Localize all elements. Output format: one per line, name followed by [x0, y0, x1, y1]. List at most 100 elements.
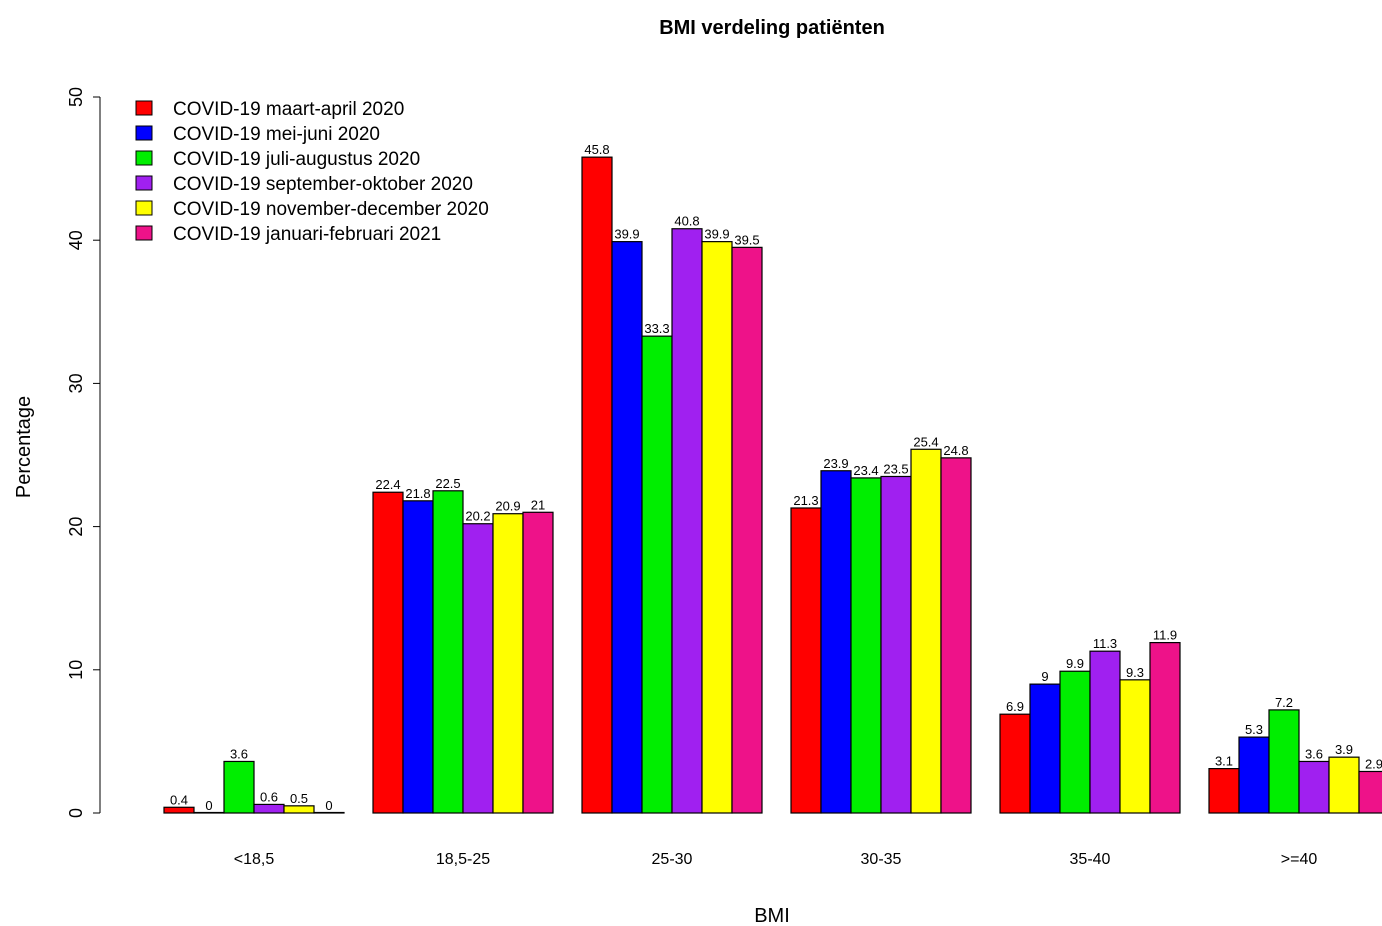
bar-value-label: 23.9 [823, 456, 848, 471]
bar [671, 228, 703, 814]
bar-value-label: 11.9 [1153, 628, 1177, 643]
bar-value-label: 3.6 [230, 746, 248, 761]
bar [1358, 770, 1382, 814]
bar [581, 156, 613, 814]
bar-value-label: 3.1 [1215, 754, 1233, 769]
bars [163, 156, 1382, 814]
legend: COVID-19 maart-april 2020 COVID-19 mei-ju… [135, 99, 489, 245]
bar [522, 511, 554, 814]
y-tick-label: 30 [66, 373, 86, 393]
bar [253, 803, 285, 814]
bar-value-label: 11.3 [1093, 636, 1117, 651]
bar-value-label: 0 [325, 798, 332, 813]
bar-value-label: 7.2 [1275, 695, 1293, 710]
bar-value-label: 3.6 [1305, 746, 1323, 761]
category-label: >=40 [1281, 851, 1318, 868]
bar-value-label: 39.9 [614, 227, 639, 242]
category-label: 35-40 [1070, 851, 1111, 868]
bar-value-label: 0 [205, 798, 212, 813]
bar [1208, 768, 1240, 814]
bar-value-label: 22.4 [375, 477, 400, 492]
bar [1298, 760, 1330, 814]
bar-value-label: 20.9 [495, 499, 520, 514]
value-labels: 0.4 0 3.6 0.6 0.5 0 22.4 21.8 22.5 20.2 20.9 21 45.8… [170, 142, 1382, 813]
bar-value-label: 45.8 [584, 142, 609, 157]
legend-label: COVID-19 maart-april 2020 [173, 99, 404, 120]
y-tick-label: 40 [66, 230, 86, 250]
bar-value-label: 6.9 [1006, 699, 1024, 714]
legend-swatch [135, 150, 153, 166]
bar-value-label: 9.9 [1066, 656, 1084, 671]
y-axis: 0 10 20 30 40 50 [66, 87, 100, 818]
bar [820, 470, 852, 814]
bar-value-label: 5.3 [1245, 722, 1263, 737]
bar [701, 241, 733, 814]
bar [1059, 670, 1091, 814]
bar [1328, 756, 1360, 814]
bar [910, 448, 942, 814]
bar-value-label: 9.3 [1126, 665, 1144, 680]
bar-value-label: 2.9 [1365, 756, 1382, 771]
bar-value-label: 21.8 [405, 486, 430, 501]
bar-value-label: 39.5 [734, 232, 759, 247]
category-label: 30-35 [861, 851, 902, 868]
bar [731, 246, 763, 814]
y-tick-label: 10 [66, 660, 86, 680]
bar-value-label: 23.4 [853, 463, 878, 478]
bar [372, 491, 404, 814]
chart-title: BMI verdeling patiënten [659, 17, 885, 39]
category-labels: <18,5 18,5-25 25-30 30-35 35-40 >=40 [234, 851, 1318, 868]
bar [999, 713, 1031, 814]
bar-value-label: 9 [1041, 669, 1048, 684]
bar [880, 475, 912, 814]
y-tick-label: 0 [66, 808, 86, 818]
bar-value-label: 0.6 [260, 789, 278, 804]
bar-value-label: 0.5 [290, 791, 308, 806]
legend-label: COVID-19 november-december 2020 [173, 199, 489, 220]
bar [313, 811, 345, 814]
bar [492, 513, 524, 814]
legend-label: COVID-19 juli-augustus 2020 [173, 149, 420, 170]
bar [402, 500, 434, 814]
legend-swatch [135, 200, 153, 216]
bar-value-label: 3.9 [1335, 742, 1353, 757]
bar [462, 523, 494, 814]
bar-value-label: 21.3 [793, 493, 818, 508]
bar [940, 457, 972, 814]
bar [790, 507, 822, 814]
legend-swatch [135, 125, 153, 141]
bar [163, 806, 195, 814]
bar [1029, 683, 1061, 814]
y-tick-label: 20 [66, 517, 86, 537]
bar-value-label: 33.3 [644, 321, 669, 336]
bar [223, 760, 255, 814]
bar-value-label: 20.2 [465, 509, 490, 524]
bar [1238, 736, 1270, 814]
bar-value-label: 40.8 [674, 214, 699, 229]
bar-value-label: 24.8 [943, 443, 968, 458]
legend-label: COVID-19 september-oktober 2020 [173, 174, 473, 195]
y-tick-label: 50 [66, 87, 86, 107]
bar [1119, 679, 1151, 814]
legend-swatch [135, 100, 153, 116]
bar-value-label: 23.5 [883, 461, 908, 476]
bar [432, 490, 464, 814]
category-label: 18,5-25 [436, 851, 490, 868]
bar [1089, 650, 1121, 814]
bar [611, 241, 643, 814]
bar-value-label: 0.4 [170, 792, 188, 807]
bar [283, 805, 315, 814]
legend-swatch [135, 225, 153, 241]
bar-value-label: 22.5 [435, 476, 460, 491]
bar [641, 335, 673, 814]
legend-swatch [135, 175, 153, 191]
bar [850, 477, 882, 814]
bar-value-label: 21 [531, 497, 545, 512]
legend-label: COVID-19 januari-februari 2021 [173, 224, 441, 245]
bar-value-label: 39.9 [704, 227, 729, 242]
category-label: 25-30 [652, 851, 693, 868]
legend-label: COVID-19 mei-juni 2020 [173, 124, 380, 145]
y-axis-label: Percentage [13, 396, 35, 498]
x-axis-label: BMI [754, 905, 790, 926]
